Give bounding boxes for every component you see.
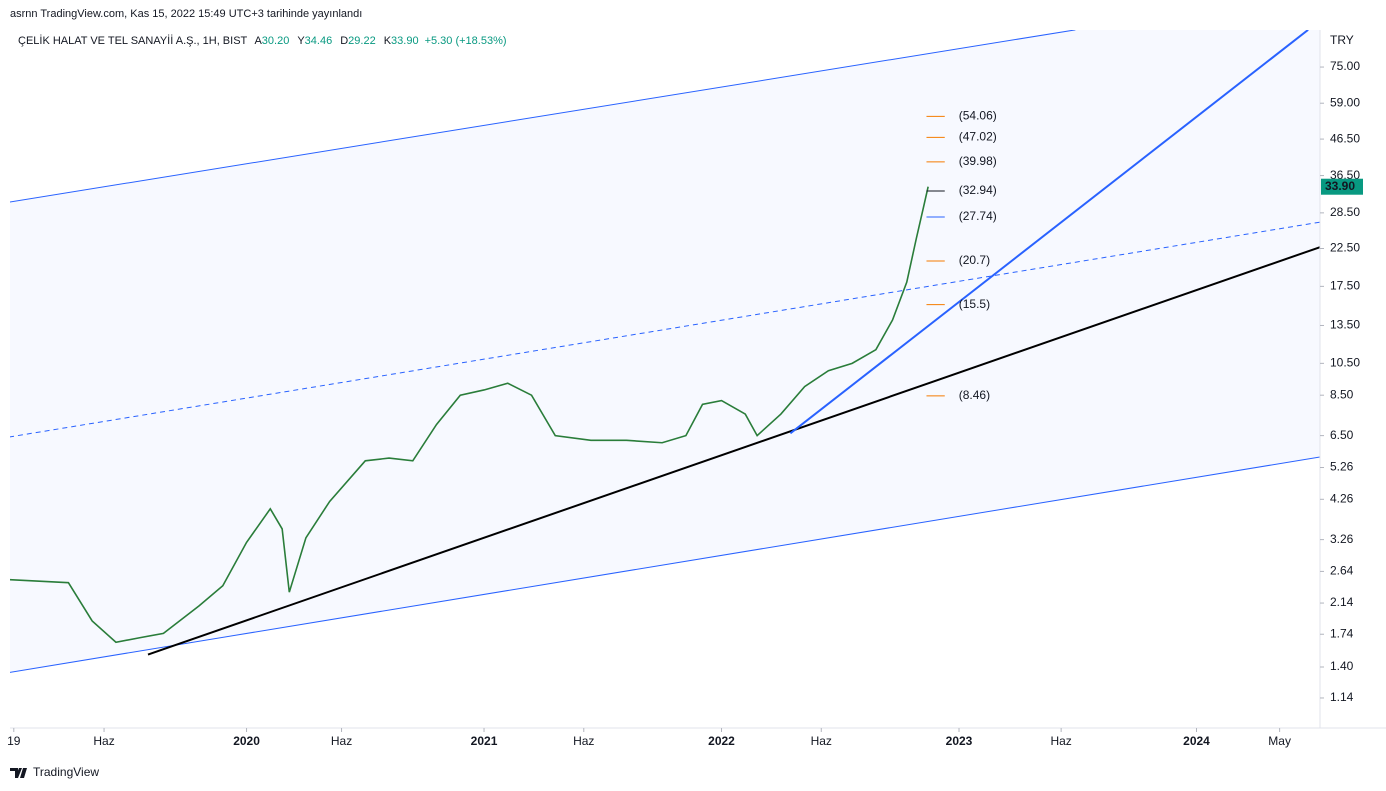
last-price-label: 33.90 [1325, 179, 1355, 193]
y-tick-label: 2.64 [1330, 564, 1354, 578]
y-tick-label: 36.50 [1330, 168, 1360, 182]
trend-line [10, 221, 1320, 438]
level-label: (15.5) [959, 297, 990, 311]
y-tick-label: 46.50 [1330, 131, 1360, 145]
y-tick-label: 6.50 [1330, 428, 1354, 442]
x-tick-label: 2020 [233, 734, 260, 748]
y-tick-label: 28.50 [1330, 205, 1360, 219]
x-tick-label: May [1268, 734, 1291, 748]
y-tick-label: 1.14 [1330, 690, 1354, 704]
y-tick-label: 1.74 [1330, 626, 1354, 640]
x-tick-label: Haz [1050, 734, 1071, 748]
level-label: (39.98) [959, 154, 997, 168]
price-line [10, 186, 929, 644]
header-part: 33.90 [391, 35, 419, 47]
level-label: (47.02) [959, 130, 997, 144]
plot-area [10, 30, 1320, 673]
x-tick-label: 19 [7, 734, 21, 748]
header-part: 34.46 [305, 35, 333, 47]
x-tick-label: 2021 [471, 734, 498, 748]
header-part: Y [297, 35, 305, 47]
level-label: (8.46) [959, 388, 990, 402]
x-tick-label: Haz [811, 734, 832, 748]
y-tick-label: 1.40 [1330, 659, 1354, 673]
trend-line [147, 246, 1320, 656]
x-tick-label: 2023 [946, 734, 973, 748]
x-tick-label: Haz [573, 734, 594, 748]
level-label: (32.94) [959, 183, 997, 197]
last-price-box [1321, 178, 1363, 195]
channel-fill [10, 30, 1320, 673]
y-tick-label: 3.26 [1330, 532, 1354, 546]
y-tick-label: 59.00 [1330, 95, 1360, 109]
brand: TradingView [33, 765, 99, 779]
y-tick-label: 17.50 [1330, 279, 1360, 293]
y-tick-label: 13.50 [1330, 318, 1360, 332]
header-part: A [254, 35, 262, 47]
y-tick-label: 10.50 [1330, 356, 1360, 370]
x-tick-label: 2024 [1183, 734, 1210, 748]
y-tick-label: 4.26 [1330, 491, 1354, 505]
published: asrnn TradingView.com, Kas 15, 2022 15:4… [10, 8, 362, 20]
x-tick-label: Haz [93, 734, 114, 748]
x-tick-label: Haz [331, 734, 352, 748]
header-part: K [384, 35, 392, 47]
trend-line [789, 30, 1309, 435]
header-part: 30.20 [262, 35, 290, 47]
level-label: (20.7) [959, 253, 990, 267]
header-part: 29.22 [348, 35, 376, 47]
y-tick-label: 22.50 [1330, 241, 1360, 255]
level-label: (54.06) [959, 109, 997, 123]
y-tick-label: 8.50 [1330, 387, 1354, 401]
trend-line [10, 30, 1076, 203]
y-tick-label: 2.14 [1330, 595, 1354, 609]
x-tick-label: 2022 [708, 734, 735, 748]
header-part: D [340, 35, 348, 47]
y-tick-label: 75.00 [1330, 59, 1360, 73]
brand-logo [10, 768, 27, 778]
currency: TRY [1330, 33, 1354, 47]
symbol-line: ÇELİK HALAT VE TEL SANAYİİ A.Ş., 1H, BIS… [18, 34, 507, 47]
y-tick-label: 5.26 [1330, 460, 1354, 474]
trend-line [10, 456, 1320, 673]
level-label: (27.74) [959, 209, 997, 223]
header-part: +5.30 (+18.53%) [425, 35, 507, 47]
header-part: ÇELİK HALAT VE TEL SANAYİİ A.Ş., 1H, BIS… [18, 34, 248, 47]
